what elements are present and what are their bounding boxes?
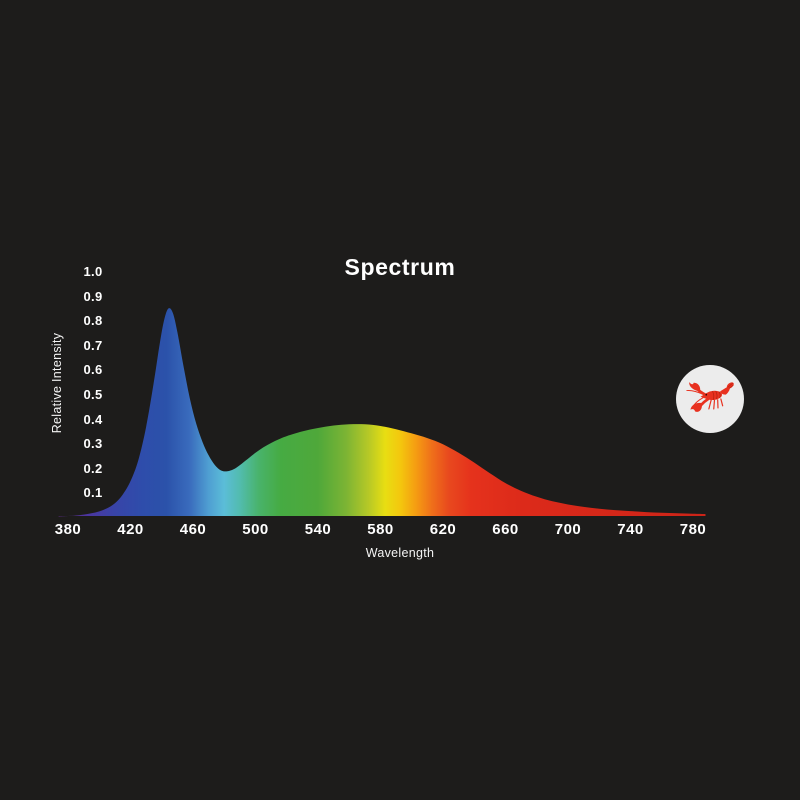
y-tick-label: 0.9 (83, 288, 103, 304)
y-tick-label: 0.2 (83, 460, 103, 476)
x-tick-label: 540 (304, 521, 332, 538)
y-tick-label: 0.5 (83, 387, 103, 402)
y-tick-label: 0.8 (83, 313, 103, 329)
spectrum-curve (58, 308, 706, 517)
x-tick-label: 460 (179, 521, 207, 538)
x-tick-label: 740 (617, 521, 644, 538)
y-tick-label: 0.6 (83, 362, 103, 378)
x-tick-label: 700 (554, 521, 582, 538)
x-axis-label: Wavelength (365, 546, 435, 560)
x-tick-label: 620 (429, 521, 457, 538)
y-tick-label: 0.3 (83, 436, 103, 452)
chart-title: Spectrum (344, 254, 456, 280)
y-axis-label: Relative Intensity (50, 332, 64, 434)
x-tick-label: 780 (679, 521, 707, 538)
y-tick-label: 0.7 (83, 337, 103, 353)
x-tick-label: 420 (117, 521, 144, 538)
y-tick-label: 0.1 (83, 485, 103, 501)
x-tick-label: 500 (242, 521, 269, 538)
x-tick-label: 380 (54, 521, 82, 538)
x-tick-label: 580 (367, 521, 394, 538)
lobster-badge (676, 365, 744, 433)
y-tick-label: 0.4 (83, 411, 103, 427)
x-tick-label: 660 (492, 521, 519, 538)
lobster-icon (686, 382, 734, 412)
y-tick-label: 1.0 (83, 264, 103, 279)
